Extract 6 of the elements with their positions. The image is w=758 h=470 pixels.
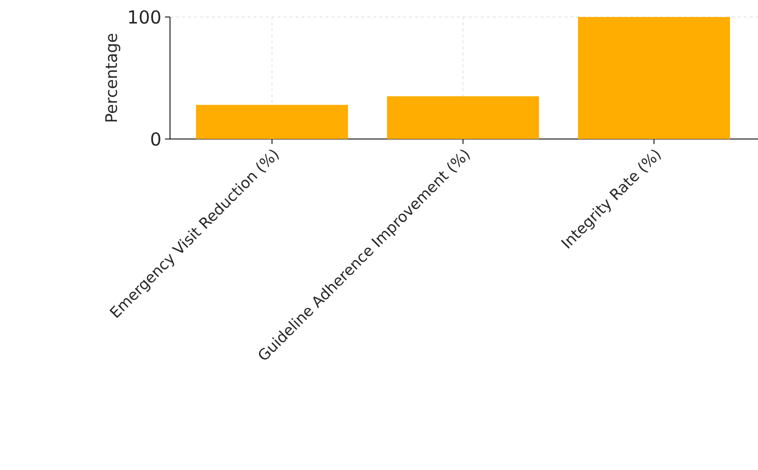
y-tick-label: 0	[151, 132, 160, 146]
y-tick-label: 100	[129, 10, 160, 24]
bar	[578, 17, 730, 139]
bar	[387, 96, 539, 139]
bar	[196, 104, 348, 139]
y-axis-title: Percentage	[105, 34, 120, 122]
